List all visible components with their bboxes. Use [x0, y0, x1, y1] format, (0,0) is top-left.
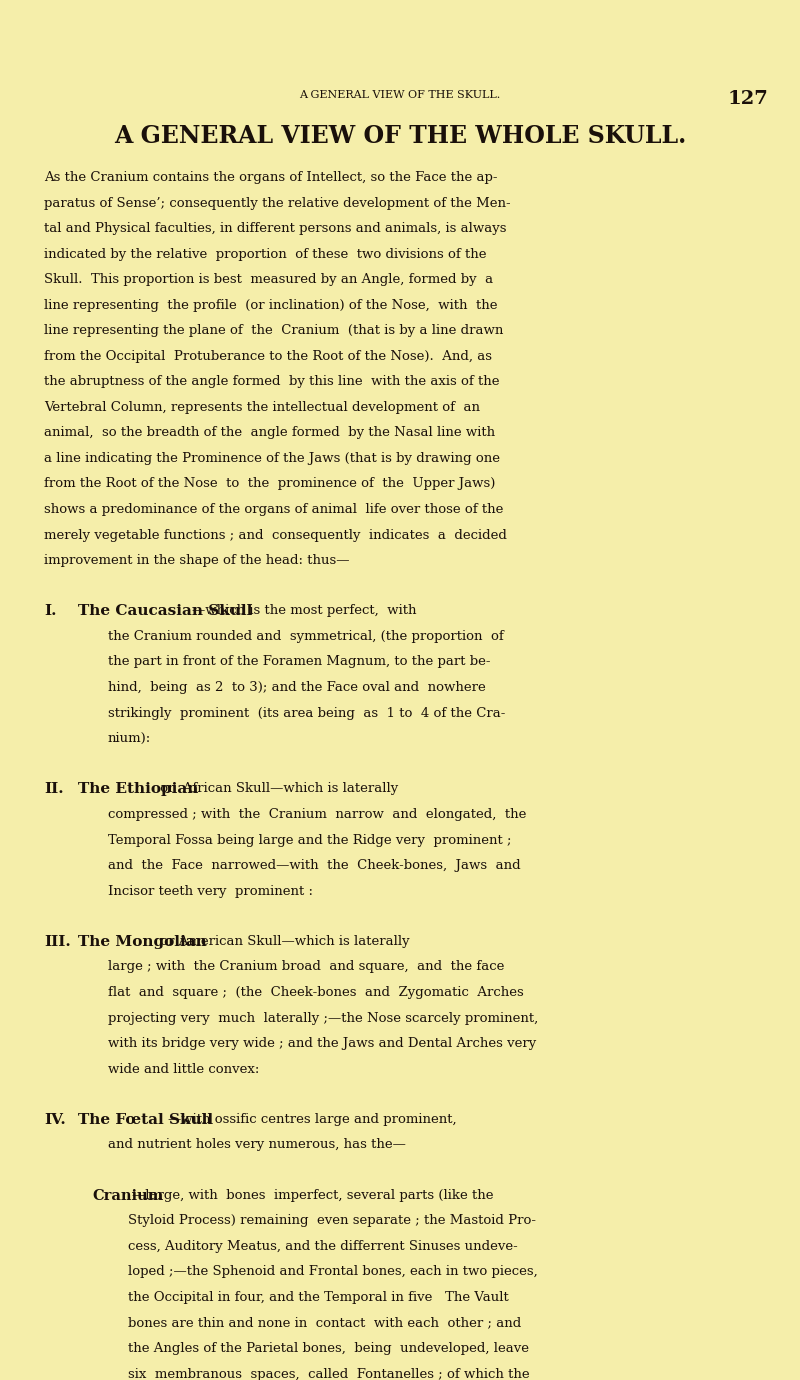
Text: line representing the plane of  the  Cranium  (that is by a line drawn: line representing the plane of the Crani…: [44, 324, 503, 337]
Text: merely vegetable functions ; and  consequently  indicates  a  decided: merely vegetable functions ; and consequ…: [44, 529, 507, 541]
Text: II.: II.: [44, 782, 64, 796]
Text: wide and little convex:: wide and little convex:: [108, 1063, 259, 1075]
Text: The Mongolian: The Mongolian: [78, 934, 206, 949]
Text: 127: 127: [727, 90, 768, 108]
Text: improvement in the shape of the head: thus—: improvement in the shape of the head: th…: [44, 553, 350, 567]
Text: Temporal Fossa being large and the Ridge very  prominent ;: Temporal Fossa being large and the Ridge…: [108, 834, 511, 846]
Text: bones are thin and none in  contact  with each  other ; and: bones are thin and none in contact with …: [128, 1317, 522, 1329]
Text: or American Skull—which is laterally: or American Skull—which is laterally: [155, 934, 410, 948]
Text: the abruptness of the angle formed  by this line  with the axis of the: the abruptness of the angle formed by th…: [44, 375, 499, 388]
Text: Incisor teeth very  prominent :: Incisor teeth very prominent :: [108, 885, 313, 897]
Text: hind,  being  as 2  to 3); and the Face oval and  nowhere: hind, being as 2 to 3); and the Face ova…: [108, 680, 486, 694]
Text: paratus of Sense’; consequently the relative development of the Men-: paratus of Sense’; consequently the rela…: [44, 196, 510, 210]
Text: projecting very  much  laterally ;—the Nose scarcely prominent,: projecting very much laterally ;—the Nos…: [108, 1012, 538, 1024]
Text: with its bridge very wide ; and the Jaws and Dental Arches very: with its bridge very wide ; and the Jaws…: [108, 1036, 536, 1050]
Text: cess, Auditory Meatus, and the differrent Sinuses undeve-: cess, Auditory Meatus, and the differren…: [128, 1239, 518, 1253]
Text: compressed ; with  the  Cranium  narrow  and  elongated,  the: compressed ; with the Cranium narrow and…: [108, 807, 526, 821]
Text: and  the  Face  narrowed—with  the  Cheek-bones,  Jaws  and: and the Face narrowed—with the Cheek-bon…: [108, 858, 521, 872]
Text: A GENERAL VIEW OF THE SKULL.: A GENERAL VIEW OF THE SKULL.: [299, 90, 501, 99]
Text: III.: III.: [44, 934, 70, 949]
Text: IV.: IV.: [44, 1112, 66, 1127]
Text: indicated by the relative  proportion  of these  two divisions of the: indicated by the relative proportion of …: [44, 247, 486, 261]
Text: The Fœtal Skull: The Fœtal Skull: [78, 1112, 213, 1127]
Text: and nutrient holes very numerous, has the—: and nutrient holes very numerous, has th…: [108, 1138, 406, 1151]
Text: nium):: nium):: [108, 731, 151, 745]
Text: from the Root of the Nose  to  the  prominence of  the  Upper Jaws): from the Root of the Nose to the promine…: [44, 477, 495, 490]
Text: from the Occipital  Protuberance to the Root of the Nose).  And, as: from the Occipital Protuberance to the R…: [44, 349, 492, 363]
Text: —which is the most perfect,  with: —which is the most perfect, with: [192, 604, 416, 617]
Text: The Caucasian Skull: The Caucasian Skull: [78, 604, 252, 618]
Text: Vertebral Column, represents the intellectual development of  an: Vertebral Column, represents the intelle…: [44, 400, 480, 414]
Text: a line indicating the Prominence of the Jaws (that is by drawing one: a line indicating the Prominence of the …: [44, 451, 500, 465]
Text: tal and Physical faculties, in different persons and animals, is always: tal and Physical faculties, in different…: [44, 222, 506, 235]
Text: six  membranous  spaces,  called  Fontanelles ; of which the: six membranous spaces, called Fontanelle…: [128, 1368, 530, 1380]
Text: Cranium: Cranium: [92, 1188, 163, 1203]
Text: animal,  so the breadth of the  angle formed  by the Nasal line with: animal, so the breadth of the angle form…: [44, 426, 495, 439]
Text: A GENERAL VIEW OF THE WHOLE SKULL.: A GENERAL VIEW OF THE WHOLE SKULL.: [114, 124, 686, 148]
Text: —with ossific centres large and prominent,: —with ossific centres large and prominen…: [168, 1112, 456, 1126]
Text: —large, with  bones  imperfect, several parts (like the: —large, with bones imperfect, several pa…: [132, 1188, 494, 1202]
Text: the Cranium rounded and  symmetrical, (the proportion  of: the Cranium rounded and symmetrical, (th…: [108, 629, 504, 643]
Text: shows a predominance of the organs of animal  life over those of the: shows a predominance of the organs of an…: [44, 502, 503, 516]
Text: line representing  the profile  (or inclination) of the Nose,  with  the: line representing the profile (or inclin…: [44, 298, 498, 312]
Text: The Ethiopian: The Ethiopian: [78, 782, 198, 796]
Text: or  African Skull—which is laterally: or African Skull—which is laterally: [155, 782, 398, 795]
Text: I.: I.: [44, 604, 57, 618]
Text: As the Cranium contains the organs of Intellect, so the Face the ap-: As the Cranium contains the organs of In…: [44, 171, 498, 184]
Text: Skull.  This proportion is best  measured by an Angle, formed by  a: Skull. This proportion is best measured …: [44, 273, 493, 286]
Text: flat  and  square ;  (the  Cheek-bones  and  Zygomatic  Arches: flat and square ; (the Cheek-bones and Z…: [108, 985, 524, 999]
Text: Styloid Process) remaining  even separate ; the Mastoid Pro-: Styloid Process) remaining even separate…: [128, 1214, 536, 1227]
Text: strikingly  prominent  (its area being  as  1 to  4 of the Cra-: strikingly prominent (its area being as …: [108, 707, 506, 719]
Text: loped ;—the Sphenoid and Frontal bones, each in two pieces,: loped ;—the Sphenoid and Frontal bones, …: [128, 1265, 538, 1278]
Text: large ; with  the Cranium broad  and square,  and  the face: large ; with the Cranium broad and squar…: [108, 960, 504, 973]
Text: the Angles of the Parietal bones,  being  undeveloped, leave: the Angles of the Parietal bones, being …: [128, 1341, 529, 1355]
Text: the Occipital in four, and the Temporal in five   The Vault: the Occipital in four, and the Temporal …: [128, 1290, 509, 1304]
Text: the part in front of the Foramen Magnum, to the part be-: the part in front of the Foramen Magnum,…: [108, 656, 490, 668]
